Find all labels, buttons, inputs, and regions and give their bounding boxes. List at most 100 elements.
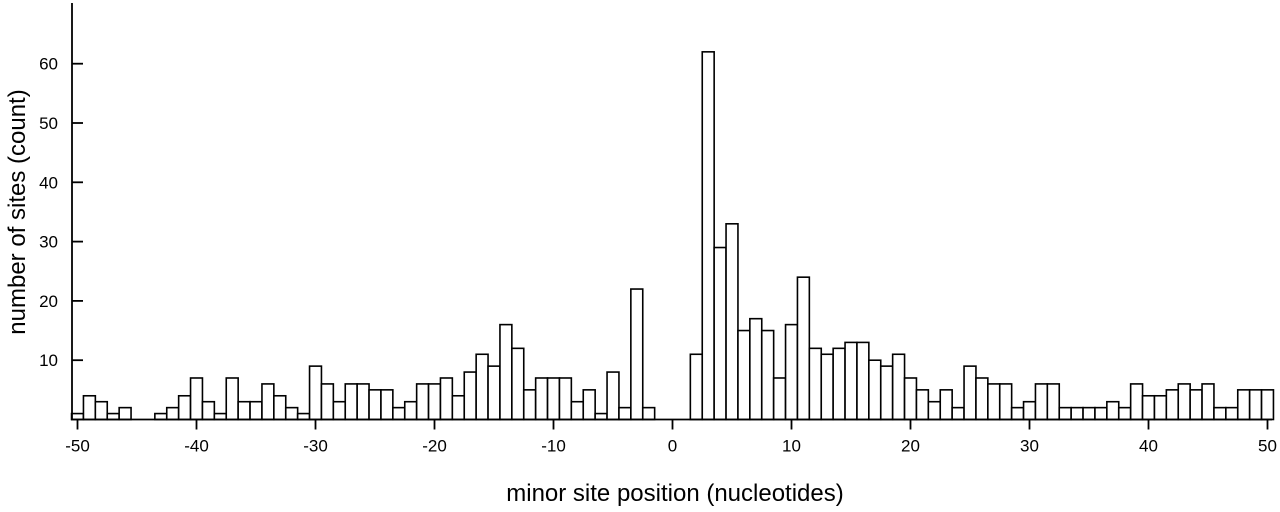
x-tick-label: 50 (1258, 437, 1277, 456)
bar--22 (403, 400, 418, 421)
bar-27 (987, 383, 1001, 421)
y-tick-label: 10 (39, 351, 58, 370)
bar-29 (1010, 406, 1025, 421)
bar--29 (320, 383, 335, 421)
x-tick-label: -30 (303, 437, 328, 456)
bar-42 (1165, 389, 1180, 421)
y-tick-label: 50 (39, 114, 58, 133)
bar-34 (1070, 406, 1084, 421)
bar-26 (975, 377, 989, 421)
bar-18 (879, 365, 894, 421)
bar-24 (951, 406, 965, 421)
bar-11 (796, 276, 811, 421)
bar--8 (570, 400, 585, 421)
bar--26 (356, 383, 370, 421)
bar--5 (606, 371, 620, 421)
bar-12 (808, 347, 823, 421)
bar-20 (903, 377, 918, 421)
bar--4 (618, 406, 632, 421)
bar--13 (511, 347, 525, 421)
bar--37 (225, 377, 239, 421)
bar--42 (165, 406, 180, 421)
bar-8 (760, 329, 775, 421)
bar--33 (273, 394, 287, 421)
bar-50 (1260, 389, 1275, 421)
bar-21 (915, 389, 930, 421)
bar--18 (451, 394, 466, 421)
bar-43 (1177, 383, 1191, 421)
bar-16 (856, 341, 870, 421)
bar--39 (201, 400, 216, 421)
bar--21 (415, 383, 430, 421)
bar-13 (820, 353, 834, 421)
bar-38 (1117, 406, 1132, 421)
bar-48 (1236, 389, 1251, 421)
bar--35 (249, 400, 263, 421)
y-tick-label: 60 (39, 55, 58, 74)
bar--46 (118, 406, 132, 421)
bar--34 (261, 383, 275, 421)
bar-46 (1213, 406, 1227, 421)
bar--12 (522, 389, 537, 421)
x-tick-label: 30 (1020, 437, 1039, 456)
bar-41 (1153, 394, 1168, 421)
bar--30 (308, 365, 323, 421)
bar-36 (1094, 406, 1108, 421)
bar-3 (701, 51, 715, 421)
x-tick-label: -20 (422, 437, 447, 456)
bar--23 (392, 406, 406, 421)
bar-19 (891, 353, 906, 421)
y-tick-label: 20 (39, 292, 58, 311)
bar--41 (177, 394, 192, 421)
bar-5 (725, 223, 739, 421)
bar-9 (772, 377, 787, 421)
bar--9 (558, 377, 573, 421)
bar-30 (1022, 400, 1037, 421)
bar--27 (344, 383, 358, 421)
bar--20 (427, 383, 442, 421)
bar-32 (1046, 383, 1061, 421)
x-ticks: -50 -40 -30 -20 -10 0 10 20 30 40 50 (65, 419, 1277, 456)
bar-22 (927, 400, 942, 421)
bar-31 (1034, 383, 1049, 421)
x-tick-label: -40 (184, 437, 209, 456)
bar--2 (641, 406, 656, 421)
bar--24 (380, 389, 394, 421)
bar--28 (332, 400, 347, 421)
bar-7 (749, 317, 763, 421)
bar-28 (998, 383, 1013, 421)
y-axis-label: number of sites (count) (4, 89, 31, 334)
bar-44 (1189, 389, 1203, 421)
bar-39 (1129, 383, 1144, 421)
x-tick-label: -10 (541, 437, 566, 456)
bar-33 (1058, 406, 1072, 421)
bar-2 (689, 353, 704, 421)
bar-40 (1141, 394, 1156, 421)
bar--49 (82, 394, 97, 421)
bar-47 (1225, 406, 1239, 421)
x-tick-label: -50 (65, 437, 90, 456)
bar--19 (439, 377, 454, 421)
y-tick-label: 40 (39, 173, 58, 192)
bar--17 (463, 371, 477, 421)
bar-49 (1248, 389, 1263, 421)
bar-17 (868, 359, 882, 421)
bar-35 (1082, 406, 1096, 421)
bar--36 (237, 400, 251, 421)
bar-25 (963, 365, 977, 421)
bar-23 (939, 389, 953, 421)
x-tick-label: 20 (901, 437, 920, 456)
bar--25 (368, 389, 382, 421)
bar--16 (475, 353, 489, 421)
bar--3 (630, 288, 644, 421)
bar-4 (713, 246, 727, 421)
bar--32 (284, 406, 299, 421)
bar--14 (499, 323, 513, 421)
bar-14 (832, 347, 846, 421)
x-axis-label: minor site position (nucleotides) (506, 480, 844, 507)
bar-37 (1106, 400, 1120, 421)
bar--7 (582, 389, 596, 421)
x-tick-label: 40 (1139, 437, 1158, 456)
bar-10 (784, 323, 799, 421)
